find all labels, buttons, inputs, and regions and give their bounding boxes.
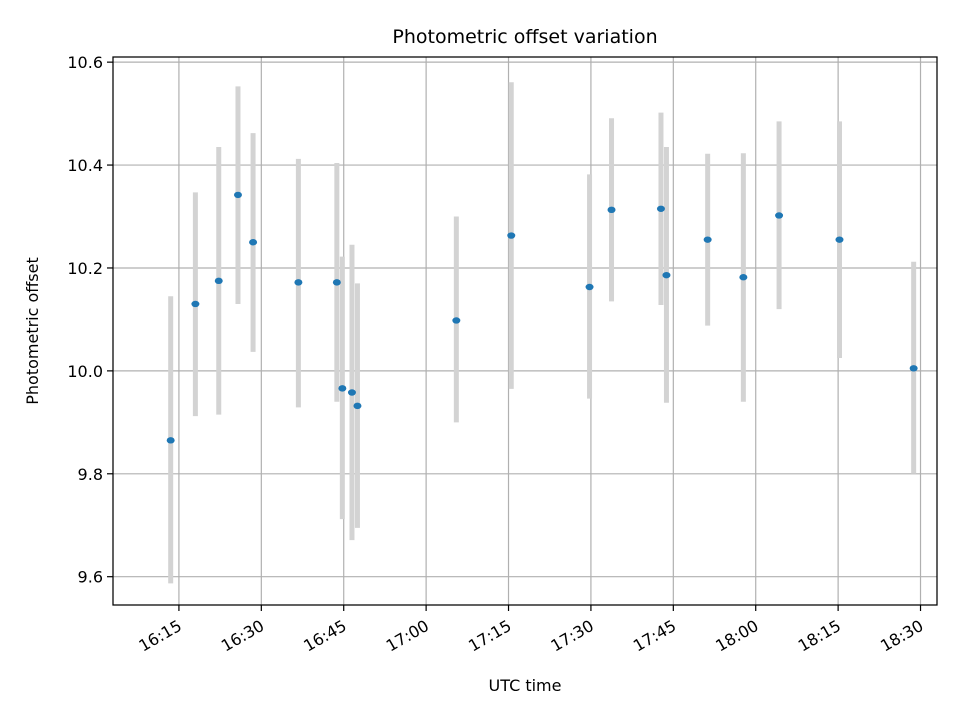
data-point — [191, 300, 200, 308]
data-point — [662, 271, 671, 279]
data-point — [835, 236, 844, 243]
data-point — [249, 239, 258, 246]
x-tick-label: 16:15 — [135, 616, 184, 656]
x-tick-label: 18:30 — [877, 616, 926, 656]
data-point — [338, 385, 347, 392]
data-point — [656, 205, 665, 212]
data-point — [166, 437, 175, 444]
data-point — [347, 389, 356, 396]
y-tick-label: 10.4 — [67, 156, 103, 175]
x-tick-label: 17:15 — [465, 616, 514, 656]
y-axis-title: Photometric offset — [23, 257, 42, 405]
x-tick-label: 18:00 — [712, 616, 761, 656]
x-axis-title: UTC time — [489, 676, 562, 695]
y-tick-label: 10.0 — [67, 362, 103, 381]
data-points — [166, 191, 918, 444]
data-point — [294, 279, 303, 286]
x-tick-label: 16:30 — [218, 616, 267, 656]
y-tick-label: 10.6 — [67, 53, 103, 72]
data-point — [775, 212, 784, 219]
y-axis: 9.6 9.8 10.0 10.2 10.4 10.6 — [67, 53, 113, 587]
data-point — [909, 365, 918, 372]
data-point — [353, 402, 362, 410]
y-tick-label: 9.8 — [78, 465, 103, 484]
data-point — [739, 274, 748, 281]
data-point — [607, 206, 616, 214]
x-axis: 16:15 16:30 16:45 17:00 17:15 17:30 17:45 18:00… — [135, 605, 927, 656]
x-tick-label: 17:30 — [547, 616, 596, 656]
data-point — [703, 236, 712, 243]
y-tick-label: 9.6 — [78, 568, 103, 587]
data-point — [452, 317, 461, 324]
chart-title: Photometric offset variation — [392, 26, 657, 48]
data-point — [214, 277, 223, 285]
data-point — [507, 232, 516, 239]
x-tick-label: 17:45 — [630, 616, 679, 656]
data-point — [585, 283, 594, 291]
error-bars — [168, 82, 917, 584]
x-tick-label: 18:15 — [795, 616, 844, 656]
x-tick-label: 17:00 — [383, 616, 432, 656]
plot-frame — [112, 56, 938, 606]
data-point — [332, 279, 341, 286]
y-tick-label: 10.2 — [67, 259, 103, 278]
x-tick-label: 16:45 — [300, 616, 349, 656]
data-point — [233, 191, 242, 199]
